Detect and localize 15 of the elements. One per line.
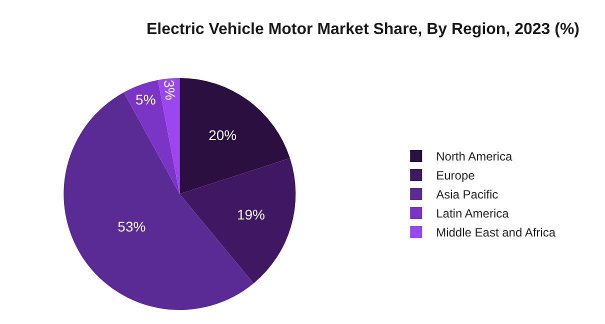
pie-slice: [180, 78, 290, 194]
legend-label: Latin America: [436, 206, 510, 221]
data-label: 20%: [208, 126, 237, 143]
legend-label: Europe: [436, 168, 476, 183]
data-label: 19%: [236, 206, 265, 223]
data-label: 53%: [118, 218, 146, 235]
pie-slice: [158, 78, 180, 194]
legend-label: Middle East and Africa: [436, 226, 556, 240]
pie-slice: [180, 158, 296, 284]
legend-label: North America: [436, 150, 512, 164]
chart-title: Electric Vehicle Motor Market Share, By Region, 2023 (%): [146, 20, 580, 38]
data-label: 3%: [160, 79, 179, 101]
data-label: 5%: [136, 92, 156, 108]
legend-label: Asia Pacific: [436, 188, 498, 202]
pie-slice: [124, 80, 180, 194]
